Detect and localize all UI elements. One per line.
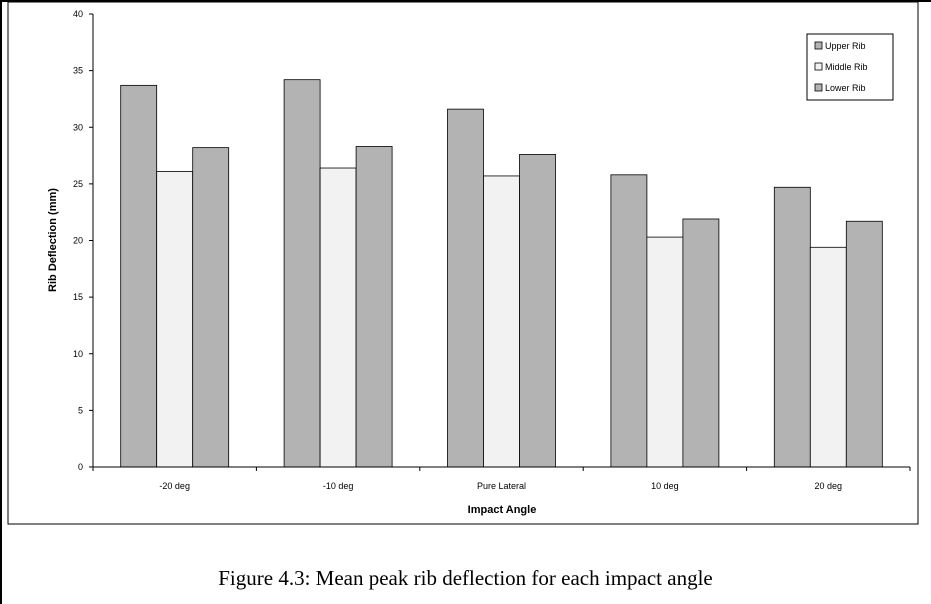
x-tick-label: Pure Lateral <box>477 481 526 491</box>
bar-lower-rib-4 <box>845 220 883 468</box>
legend-swatch-middle-rib <box>814 62 823 71</box>
x-tick-label: -20 deg <box>159 481 190 491</box>
bars-group <box>120 79 883 468</box>
bar-lower-rib-1 <box>355 146 393 468</box>
y-tick-labels: 0 5 10 15 20 25 30 35 40 <box>73 9 83 472</box>
bar-lower-rib-2 <box>519 154 556 468</box>
bar-upper-rib-1 <box>283 79 321 468</box>
y-axis-title: Rib Deflection (mm) <box>47 188 59 292</box>
bar-upper-rib-2 <box>447 108 484 468</box>
bar-lower-rib-0 <box>192 147 230 468</box>
legend: Upper Rib Middle Rib Lower Rib <box>806 33 894 101</box>
y-tick-label: 15 <box>73 292 83 302</box>
bar-upper-rib-4 <box>773 186 811 468</box>
bar-middle-rib-3 <box>646 236 684 468</box>
bar-middle-rib-2 <box>483 175 520 468</box>
x-tick-label: 20 deg <box>815 481 843 491</box>
y-tick-label: 20 <box>73 236 83 246</box>
y-tick-label: 30 <box>73 122 83 132</box>
bar-upper-rib-0 <box>120 84 158 468</box>
figure-caption: Figure 4.3: Mean peak rib deflection for… <box>218 566 713 590</box>
y-tick-label: 5 <box>78 405 83 415</box>
legend-label: Lower Rib <box>825 83 866 93</box>
bar-middle-rib-0 <box>156 171 194 468</box>
legend-label: Middle Rib <box>825 62 868 72</box>
axes-group <box>89 13 911 471</box>
bar-middle-rib-4 <box>809 246 847 468</box>
legend-label: Upper Rib <box>825 41 866 51</box>
x-tick-labels: -20 deg -10 deg Pure Lateral 10 deg 20 deg <box>159 481 842 491</box>
bar-lower-rib-3 <box>682 218 720 468</box>
y-tick-label: 25 <box>73 179 83 189</box>
bar-middle-rib-1 <box>319 167 357 468</box>
x-tick-label: -10 deg <box>323 481 354 491</box>
y-tick-label: 35 <box>73 66 83 76</box>
legend-swatch-lower-rib <box>814 83 823 92</box>
bar-upper-rib-3 <box>610 174 648 468</box>
x-tick-label: 10 deg <box>651 481 679 491</box>
y-tick-label: 40 <box>73 9 83 19</box>
legend-swatch-upper-rib <box>814 41 823 50</box>
y-tick-label: 0 <box>78 462 83 472</box>
y-tick-label: 10 <box>73 349 83 359</box>
x-axis-title: Impact Angle <box>468 504 537 516</box>
